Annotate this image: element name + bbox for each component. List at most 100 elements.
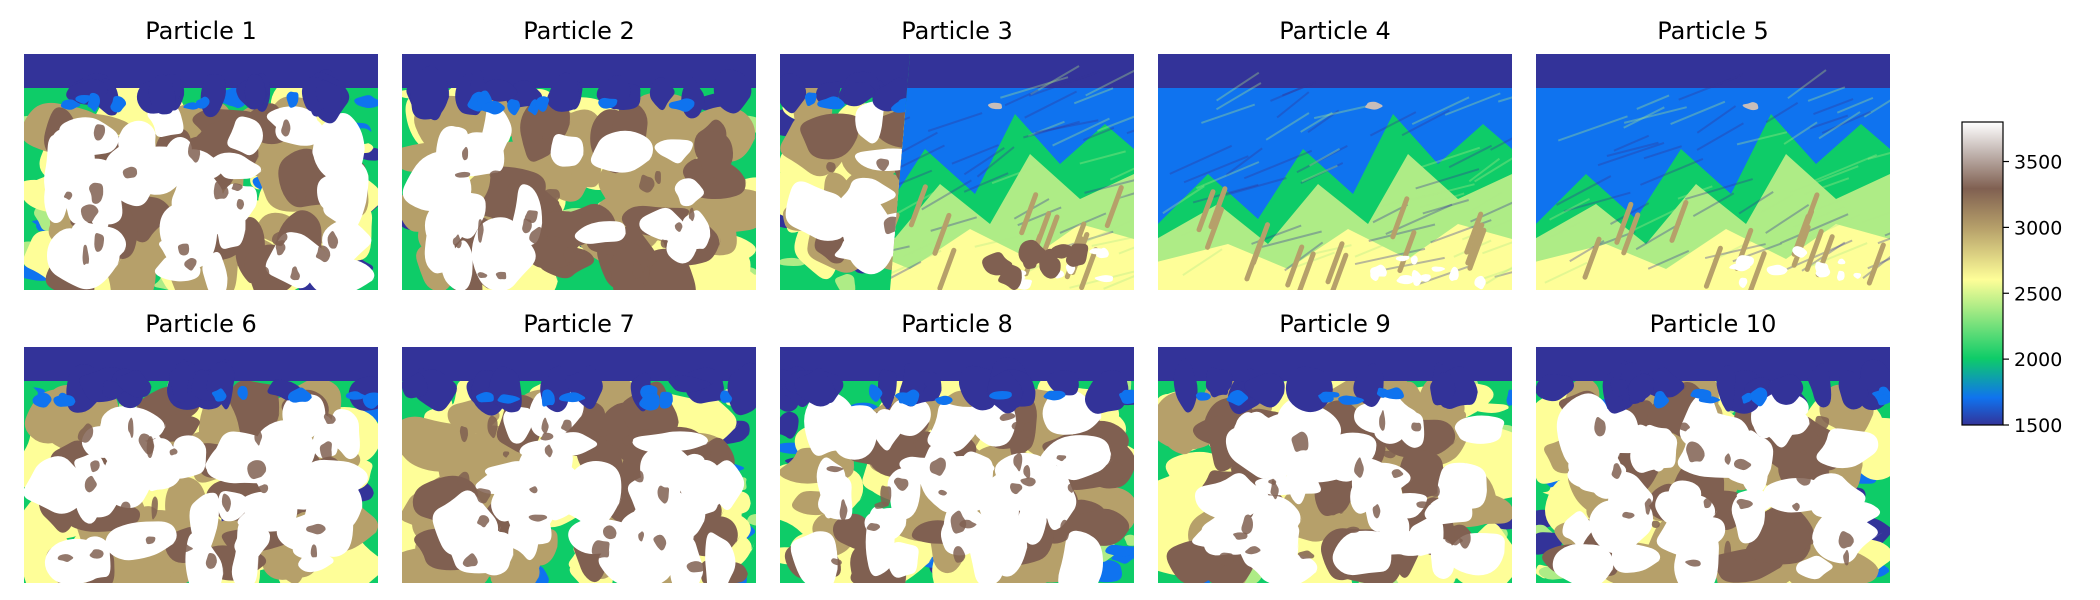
- velocity-blob: [998, 264, 1022, 290]
- panel-6: [24, 347, 378, 583]
- velocity-blob: [529, 226, 549, 247]
- velocity-blob: [213, 180, 230, 200]
- velocity-blob: [231, 183, 243, 191]
- velocity-blob: [315, 245, 331, 263]
- velocity-blob: [489, 170, 506, 181]
- velocity-blob: [989, 391, 1013, 400]
- velocity-blob: [535, 96, 550, 112]
- velocity-blob: [558, 392, 587, 403]
- panel-title: Particle 10: [1650, 310, 1777, 338]
- velocity-blob: [474, 488, 491, 504]
- velocity-blob: [1686, 441, 1706, 463]
- velocity-blob: [287, 387, 313, 403]
- velocity-blob: [80, 204, 100, 223]
- velocity-blob: [89, 182, 104, 204]
- velocity-blob: [1876, 394, 1890, 406]
- velocity-blob: [785, 181, 849, 241]
- velocity-blob: [94, 233, 105, 252]
- velocity-blob: [475, 391, 495, 403]
- velocity-blob: [633, 469, 644, 483]
- velocity-blob: [1792, 502, 1800, 512]
- velocity-blob: [89, 549, 104, 559]
- velocity-blob: [839, 499, 848, 521]
- panel-heatmap: [1158, 347, 1512, 583]
- velocity-blob: [1060, 519, 1070, 541]
- velocity-blob: [654, 139, 693, 164]
- velocity-blob: [481, 100, 506, 115]
- velocity-blob: [1763, 477, 1839, 513]
- velocity-blob: [1332, 530, 1393, 576]
- velocity-blob: [1067, 483, 1076, 493]
- velocity-blob: [929, 457, 946, 476]
- velocity-blob: [1796, 465, 1812, 486]
- velocity-blob: [1411, 269, 1423, 286]
- panel-heatmap: [24, 54, 378, 290]
- velocity-blob: [1716, 365, 1736, 412]
- velocity-blob: [1332, 493, 1348, 514]
- velocity-blob: [290, 266, 301, 281]
- velocity-blob: [452, 234, 462, 249]
- velocity-blob: [529, 486, 538, 494]
- velocity-blob: [415, 369, 460, 412]
- velocity-blob: [1084, 370, 1130, 414]
- velocity-blob: [747, 513, 756, 526]
- velocity-blob: [303, 483, 354, 557]
- panel-heatmap: [1158, 54, 1512, 290]
- panel-title: Particle 5: [1657, 17, 1769, 45]
- velocity-blob: [81, 425, 143, 458]
- velocity-blob: [1735, 255, 1754, 268]
- velocity-blob: [1043, 390, 1067, 401]
- velocity-blob: [1816, 428, 1880, 469]
- velocity-blob: [934, 395, 954, 406]
- velocity-blob: [258, 484, 269, 494]
- velocity-blob: [1594, 417, 1606, 437]
- velocity-blob: [1365, 101, 1384, 110]
- velocity-blob: [175, 543, 195, 553]
- velocity-blob: [1395, 255, 1410, 262]
- velocity-blob: [1611, 463, 1622, 480]
- velocity-blob: [688, 207, 695, 222]
- velocity-blob: [145, 536, 156, 545]
- velocity-blob: [1427, 483, 1440, 497]
- velocity-blob: [105, 521, 180, 561]
- velocity-blob: [1020, 477, 1037, 487]
- colorbar-tick-label: 2500: [2014, 283, 2062, 305]
- velocity-blob: [1013, 452, 1023, 472]
- velocity-blob: [1317, 391, 1340, 398]
- velocity-blob: [800, 113, 860, 160]
- panels-layer: Particle 1 Particle 2 Particle 3 Particle 4…: [24, 17, 1890, 583]
- velocity-blob: [1217, 552, 1234, 566]
- velocity-blob: [934, 456, 998, 481]
- velocity-blob: [1416, 501, 1432, 509]
- velocity-blob: [959, 519, 978, 529]
- velocity-blob: [84, 475, 98, 493]
- velocity-blob: [1622, 511, 1636, 519]
- velocity-blob: [322, 219, 375, 263]
- velocity-blob: [244, 73, 266, 109]
- velocity-blob: [1410, 255, 1418, 265]
- velocity-blob: [1391, 469, 1404, 478]
- velocity-blob: [507, 183, 517, 199]
- velocity-blob: [794, 367, 837, 407]
- panel-9: [1158, 347, 1512, 583]
- velocity-blob: [354, 95, 378, 109]
- velocity-blob: [1381, 387, 1405, 400]
- velocity-blob: [205, 552, 218, 569]
- velocity-blob: [1379, 409, 1386, 431]
- velocity-blob: [1381, 450, 1396, 459]
- velocity-blob: [878, 369, 897, 410]
- velocity-blob: [497, 394, 522, 404]
- panel-heatmap: [24, 347, 378, 583]
- velocity-blob: [275, 242, 286, 256]
- velocity-blob: [1724, 453, 1732, 465]
- velocity-blob: [541, 417, 549, 434]
- velocity-blob: [654, 170, 661, 185]
- panel-heatmap: [780, 54, 1134, 290]
- velocity-blob: [1552, 544, 1616, 583]
- panel-heatmap: [402, 347, 756, 583]
- velocity-blob: [1770, 517, 1780, 526]
- velocity-blob: [146, 436, 154, 459]
- velocity-blob: [362, 392, 378, 409]
- colorbar-tick-label: 3500: [2014, 152, 2062, 174]
- velocity-blob: [639, 393, 660, 411]
